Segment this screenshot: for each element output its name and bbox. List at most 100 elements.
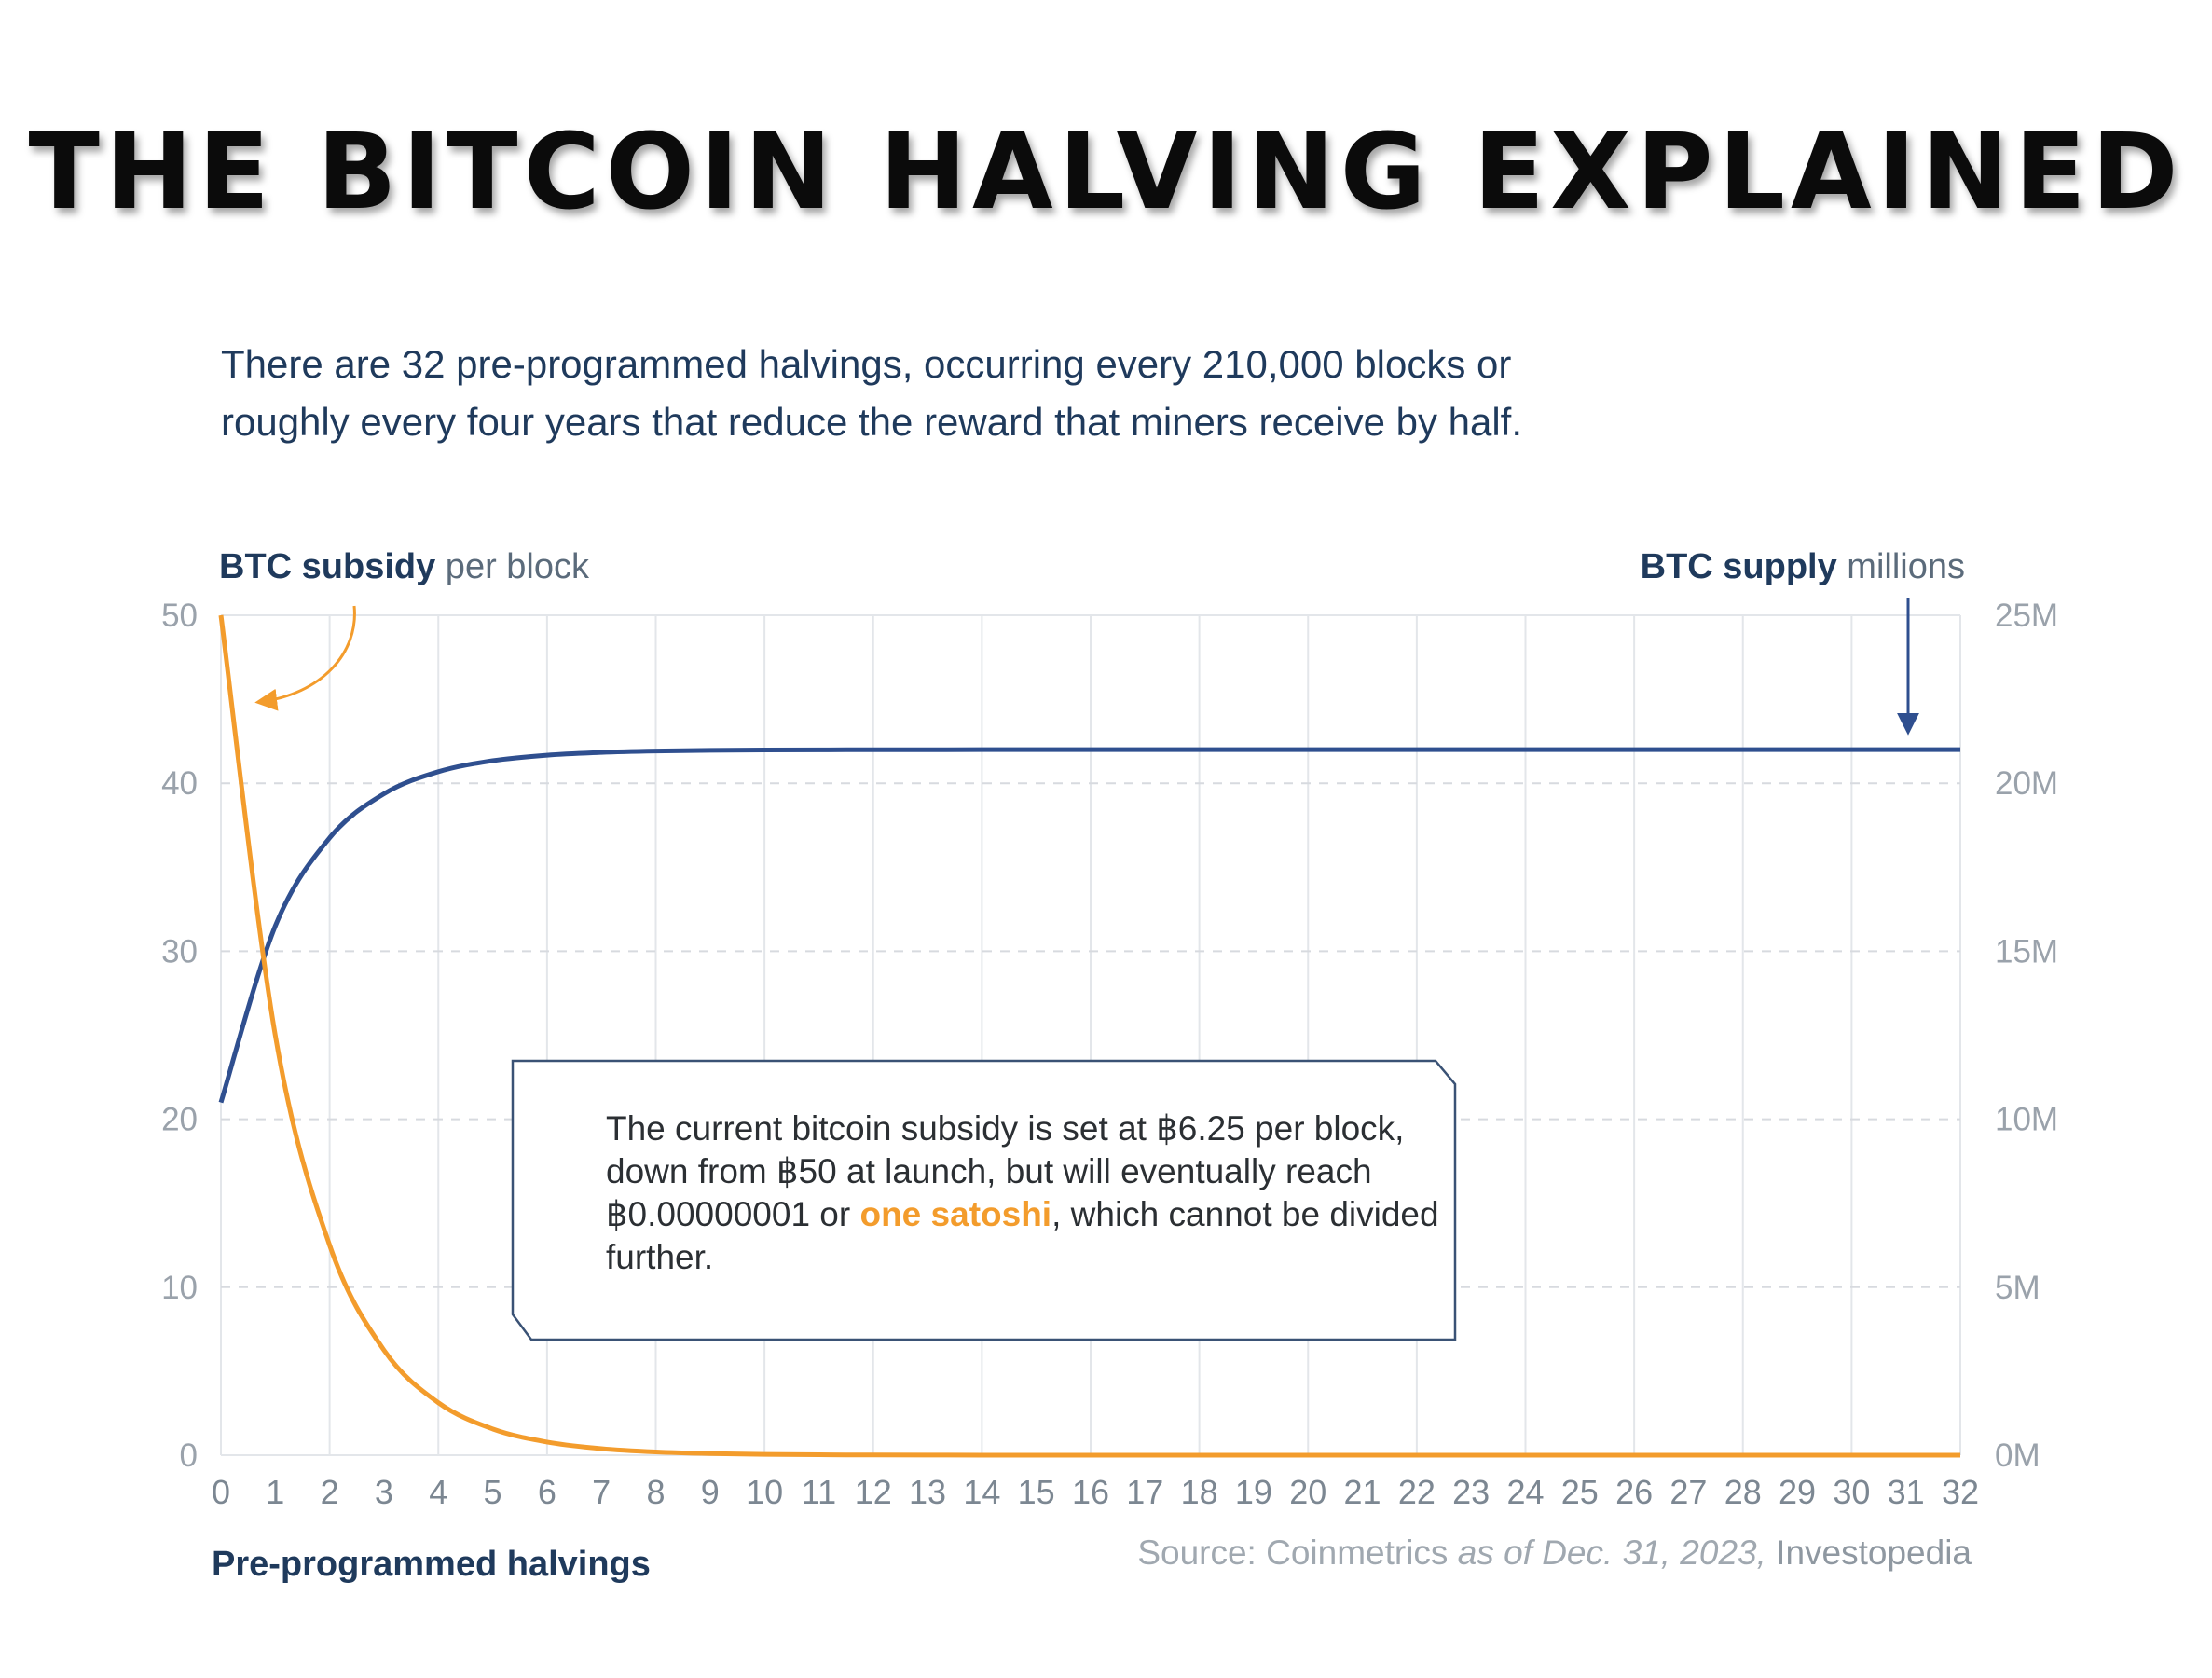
x-tick-label: 32: [1942, 1473, 1979, 1511]
left-tick-label: 20: [161, 1102, 198, 1138]
x-tick-label: 25: [1561, 1473, 1599, 1511]
x-tick-label: 9: [701, 1473, 720, 1511]
right-axis-title: BTC supply millions: [1641, 547, 1965, 586]
supply-point-8: [653, 749, 658, 753]
subsidy-point-13: [926, 1452, 930, 1457]
supply-point-32: [1958, 748, 1963, 752]
right-tick-label: 5M: [1995, 1270, 2040, 1306]
left-tick-label: 0: [180, 1437, 198, 1474]
x-tick-label: 11: [802, 1473, 836, 1511]
x-tick-label: 0: [212, 1473, 230, 1511]
series-line-btc-supply: [218, 747, 1960, 1104]
x-tick-label: 15: [1018, 1473, 1055, 1511]
subsidy-point-15: [1034, 1452, 1038, 1457]
headline: THE BITCOIN HALVING EXPLAINED: [28, 112, 2184, 233]
x-axis-title: Pre-programmed halvings: [212, 1545, 651, 1584]
subsidy-point-11: [817, 1452, 821, 1457]
x-tick-label: 20: [1289, 1473, 1326, 1511]
callout-text: The current bitcoin subsidy is set at ฿6…: [606, 1109, 1439, 1276]
supply-point-10: [763, 748, 767, 752]
callout-highlight: one satoshi: [859, 1195, 1052, 1233]
x-tick-label: 23: [1452, 1473, 1490, 1511]
subsidy-point-8: [653, 1450, 658, 1454]
supply-point-22: [1414, 748, 1419, 752]
supply-point-21: [1360, 748, 1365, 752]
left-tick-label: 50: [161, 598, 198, 634]
supply-point-7: [599, 750, 604, 755]
x-tick-label: 5: [484, 1473, 502, 1511]
supply-point-1: [273, 924, 278, 928]
x-tick-label: 2: [321, 1473, 339, 1511]
subsidy-point-17: [1143, 1452, 1147, 1457]
right-axis-ticks: 0M 5M 10M 15M 20M 25M: [1995, 598, 2058, 1474]
supply-point-18: [1197, 748, 1202, 752]
x-tick-label: 27: [1669, 1473, 1707, 1511]
supply-point-14: [980, 748, 984, 752]
subsidy-point-30: [1849, 1453, 1854, 1458]
subsidy-point-14: [980, 1452, 984, 1457]
supply-point-17: [1143, 748, 1147, 752]
subsidy-point-4: [436, 1400, 441, 1405]
x-tick-label: 22: [1398, 1473, 1436, 1511]
subsidy-point-28: [1740, 1453, 1745, 1458]
supply-point-26: [1632, 748, 1637, 752]
left-tick-label: 10: [161, 1270, 198, 1306]
x-tick-label: 8: [646, 1473, 665, 1511]
x-tick-label: 7: [592, 1473, 611, 1511]
supply-point-16: [1089, 748, 1093, 752]
subsidy-point-25: [1577, 1453, 1582, 1458]
x-tick-label: 4: [429, 1473, 447, 1511]
subsidy-point-18: [1197, 1453, 1202, 1458]
subsidy-point-31: [1903, 1453, 1908, 1458]
x-tick-label: 16: [1072, 1473, 1109, 1511]
subsidy-point-22: [1414, 1453, 1419, 1458]
right-tick-label: 15M: [1995, 933, 2058, 970]
subsidy-point-20: [1306, 1453, 1311, 1458]
right-tick-label: 25M: [1995, 598, 2058, 634]
x-tick-label: 10: [746, 1473, 783, 1511]
supply-point-6: [544, 753, 549, 758]
subsidy-point-32: [1958, 1453, 1963, 1458]
supply-point-13: [926, 748, 930, 752]
x-tick-label: 31: [1888, 1473, 1925, 1511]
x-tick-label: 12: [855, 1473, 892, 1511]
x-tick-label: 14: [963, 1473, 1000, 1511]
subsidy-point-24: [1523, 1453, 1528, 1458]
supply-point-12: [871, 748, 875, 752]
subsidy-point-9: [708, 1451, 712, 1456]
x-tick-label: 29: [1779, 1473, 1816, 1511]
supply-point-11: [817, 748, 821, 752]
supply-point-25: [1577, 748, 1582, 752]
supply-point-5: [490, 758, 495, 763]
x-tick-label: 28: [1724, 1473, 1762, 1511]
subsidy-point-7: [599, 1446, 604, 1451]
x-tick-label: 3: [375, 1473, 393, 1511]
right-tick-label: 0M: [1995, 1437, 2040, 1474]
x-tick-label: 21: [1344, 1473, 1381, 1511]
x-tick-label: 19: [1235, 1473, 1272, 1511]
supply-point-9: [708, 748, 712, 752]
supply-point-4: [436, 769, 441, 774]
supply-point-23: [1469, 748, 1474, 752]
subtitle: There are 32 pre-programmed halvings, oc…: [221, 336, 1806, 451]
subsidy-point-19: [1251, 1453, 1256, 1458]
x-tick-label: 6: [538, 1473, 556, 1511]
subsidy-point-12: [871, 1452, 875, 1457]
subsidy-point-27: [1686, 1453, 1691, 1458]
left-tick-label: 30: [161, 933, 198, 970]
left-tick-label: 40: [161, 765, 198, 802]
subtitle-line-1: There are 32 pre-programmed halvings, oc…: [221, 342, 1512, 386]
subsidy-point-29: [1795, 1453, 1800, 1458]
x-axis-ticks: 0 1 2 3 4 5 6 7 8 9 10 11 12 13 14 15 16 17 18 19 20 21 22 23 24…: [212, 1473, 1979, 1511]
source-note: Source: Coinmetrics as of Dec. 31, 2023,…: [1137, 1534, 1972, 1572]
subsidy-point-21: [1360, 1453, 1365, 1458]
x-tick-label: 30: [1833, 1473, 1870, 1511]
subsidy-annotation-arrow: [254, 605, 356, 711]
subtitle-line-2: roughly every four years that reduce the…: [221, 400, 1523, 444]
supply-point-28: [1740, 748, 1745, 752]
subsidy-point-10: [763, 1452, 767, 1457]
x-tick-label: 26: [1615, 1473, 1653, 1511]
right-tick-label: 20M: [1995, 765, 2058, 802]
x-tick-label: 1: [266, 1473, 284, 1511]
subsidy-point-23: [1469, 1453, 1474, 1458]
